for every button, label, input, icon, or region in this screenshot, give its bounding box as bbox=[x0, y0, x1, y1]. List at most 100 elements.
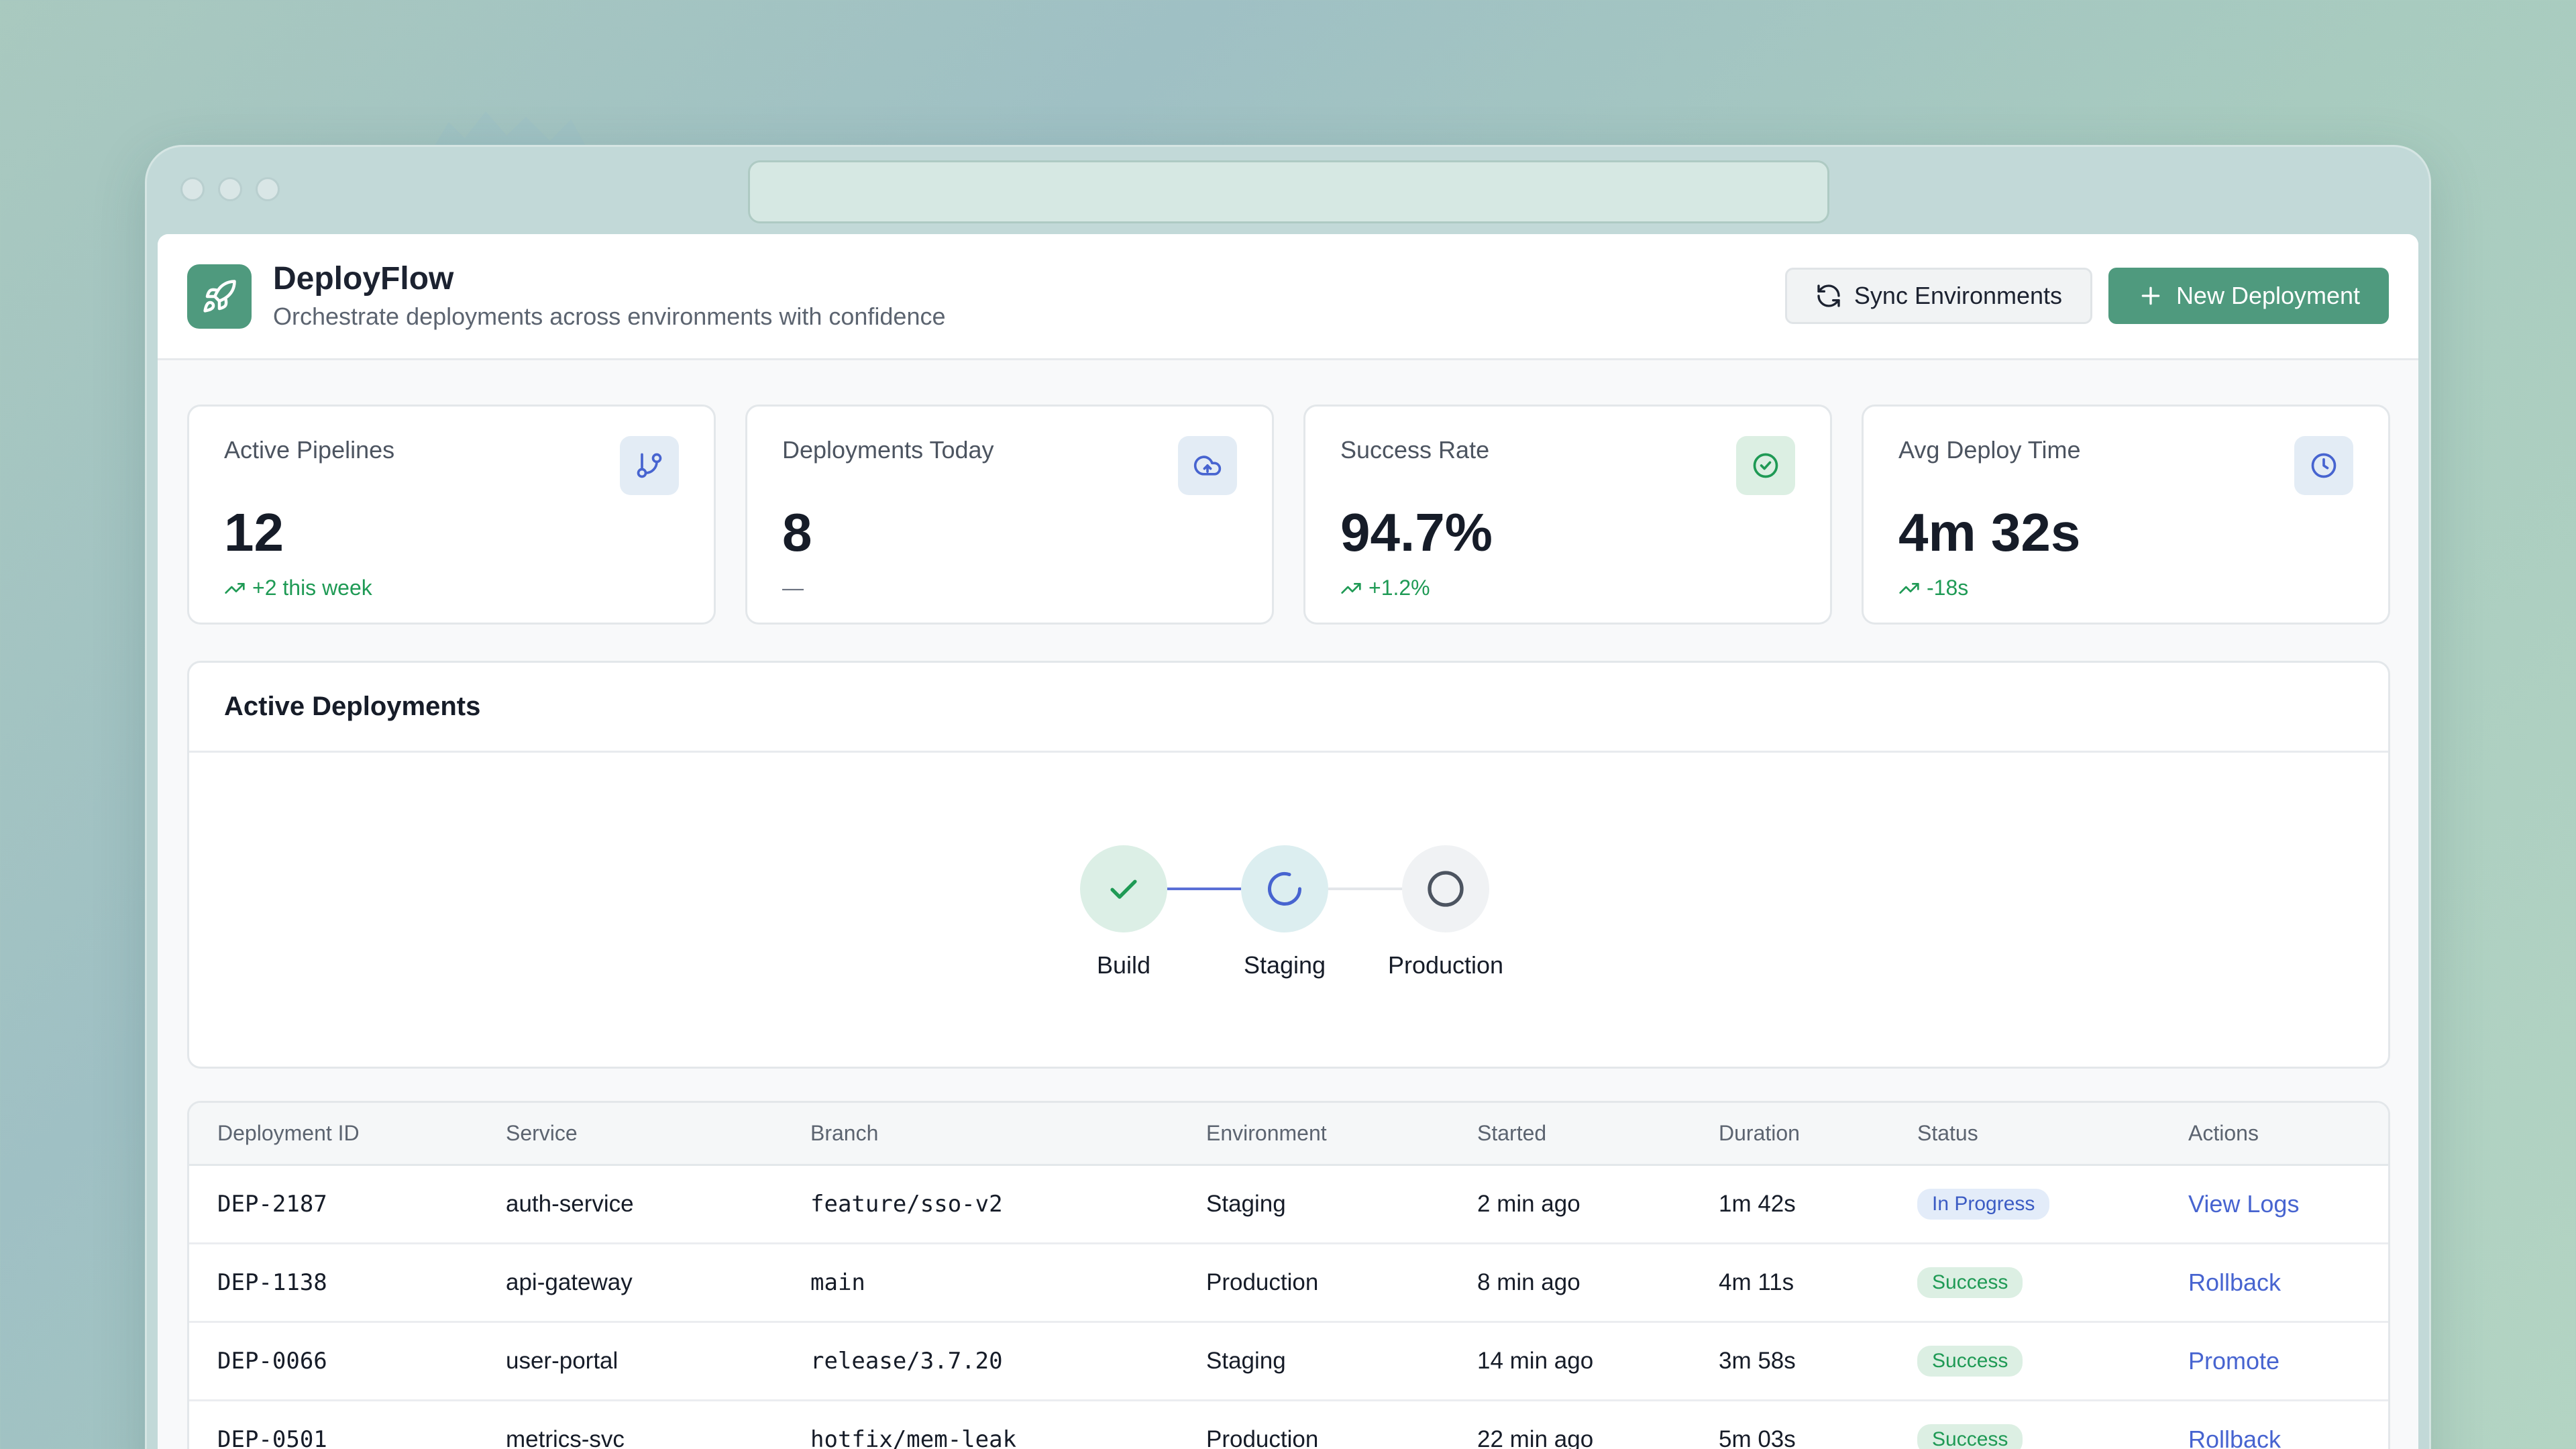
service-name: auth-service bbox=[506, 1191, 634, 1217]
table-row[interactable]: DEP-0501 metrics-svc hotfix/mem-leak Pro… bbox=[189, 1401, 2388, 1449]
branch-name: main bbox=[810, 1269, 865, 1296]
col-actions[interactable]: Actions bbox=[2188, 1121, 2259, 1145]
connector-build-staging bbox=[1167, 888, 1241, 890]
stage-label: Build bbox=[1096, 951, 1151, 979]
environment: Production bbox=[1206, 1426, 1319, 1449]
active-deployments-panel: Active Deployments Build Staging bbox=[187, 661, 2390, 1069]
brand: DeployFlow Orchestrate deployments acros… bbox=[273, 261, 946, 331]
address-bar[interactable] bbox=[748, 160, 1829, 223]
stat-card-active-pipelines: Active Pipelines 12 +2 this week bbox=[187, 405, 716, 625]
deployment-id: DEP-0501 bbox=[217, 1426, 327, 1449]
stat-label: Deployments Today bbox=[782, 436, 994, 464]
git-branch-icon bbox=[620, 436, 679, 495]
deployment-id: DEP-2187 bbox=[217, 1191, 327, 1218]
promote-link[interactable]: Promote bbox=[2188, 1347, 2280, 1375]
loading-spinner-icon bbox=[1241, 845, 1328, 932]
rollback-link[interactable]: Rollback bbox=[2188, 1269, 2282, 1296]
view-logs-link[interactable]: View Logs bbox=[2188, 1190, 2300, 1218]
stats-row: Active Pipelines 12 +2 this week Deploym… bbox=[187, 405, 2390, 625]
circle-icon bbox=[1402, 845, 1489, 932]
header-actions: Sync Environments New Deployment bbox=[1785, 268, 2389, 324]
service-name: metrics-svc bbox=[506, 1426, 625, 1449]
trending-up-icon bbox=[225, 582, 245, 594]
stage-build[interactable]: Build bbox=[1080, 845, 1167, 979]
status-badge: Success bbox=[1917, 1424, 2023, 1449]
plus-icon bbox=[2141, 286, 2160, 305]
stage-label: Staging bbox=[1243, 951, 1326, 979]
stat-value: 94.7% bbox=[1340, 502, 1493, 562]
table-row[interactable]: DEP-1138 api-gateway main Production 8 m… bbox=[189, 1244, 2388, 1323]
stat-value: 4m 32s bbox=[1898, 502, 2081, 562]
refresh-icon bbox=[1817, 284, 1840, 307]
check-icon bbox=[1080, 845, 1167, 932]
stat-card-avg-deploy-time: Avg Deploy Time 4m 32s -18s bbox=[1862, 405, 2390, 625]
duration: 5m 03s bbox=[1719, 1426, 1796, 1449]
new-deployment-label: New Deployment bbox=[2176, 282, 2361, 309]
clock-icon bbox=[2294, 436, 2353, 495]
stage-production[interactable]: Production bbox=[1388, 845, 1503, 979]
stat-label: Active Pipelines bbox=[224, 436, 395, 464]
started-time: 8 min ago bbox=[1477, 1269, 1580, 1295]
sync-environments-button[interactable]: Sync Environments bbox=[1785, 268, 2092, 324]
new-deployment-button[interactable]: New Deployment bbox=[2108, 268, 2389, 324]
connector-staging-production bbox=[1328, 888, 1402, 890]
table-row[interactable]: DEP-2187 auth-service feature/sso-v2 Sta… bbox=[189, 1166, 2388, 1244]
stage-staging[interactable]: Staging bbox=[1241, 845, 1328, 979]
stat-delta: — bbox=[782, 576, 1237, 600]
stat-delta: +2 this week bbox=[224, 576, 679, 600]
col-service[interactable]: Service bbox=[506, 1121, 578, 1145]
app-container: DeployFlow Orchestrate deployments acros… bbox=[158, 234, 2418, 1449]
sync-label: Sync Environments bbox=[1854, 282, 2063, 309]
col-duration[interactable]: Duration bbox=[1719, 1121, 1800, 1145]
stat-delta-text: — bbox=[782, 576, 804, 600]
col-deployment-id[interactable]: Deployment ID bbox=[217, 1121, 360, 1145]
service-name: api-gateway bbox=[506, 1269, 633, 1295]
stage-label: Production bbox=[1387, 951, 1504, 979]
stat-delta-text: +1.2% bbox=[1368, 576, 1430, 600]
status-badge: Success bbox=[1917, 1346, 2023, 1377]
app-title: DeployFlow bbox=[273, 261, 454, 297]
col-started[interactable]: Started bbox=[1477, 1121, 1547, 1145]
trending-up-icon bbox=[1341, 582, 1361, 594]
deployment-id: DEP-1138 bbox=[217, 1269, 327, 1296]
branch-name: release/3.7.20 bbox=[810, 1348, 1003, 1375]
check-circle-icon bbox=[1736, 436, 1795, 495]
deployment-id: DEP-0066 bbox=[217, 1348, 327, 1375]
app-header: DeployFlow Orchestrate deployments acros… bbox=[158, 234, 2418, 360]
window-controls bbox=[180, 177, 280, 201]
table-row[interactable]: DEP-0066 user-portal release/3.7.20 Stag… bbox=[189, 1323, 2388, 1401]
pipeline-stepper: Build Staging Production bbox=[189, 753, 2388, 1068]
panel-title: Active Deployments bbox=[189, 663, 2388, 753]
status-badge: Success bbox=[1917, 1267, 2023, 1298]
close-window-button[interactable] bbox=[180, 177, 205, 201]
maximize-window-button[interactable] bbox=[256, 177, 280, 201]
stat-value: 12 bbox=[224, 502, 284, 562]
stat-label: Avg Deploy Time bbox=[1898, 436, 2081, 464]
stat-delta-text: +2 this week bbox=[252, 576, 372, 600]
rollback-link[interactable]: Rollback bbox=[2188, 1426, 2282, 1449]
col-branch[interactable]: Branch bbox=[810, 1121, 879, 1145]
environment: Staging bbox=[1206, 1348, 1286, 1374]
stat-delta-text: -18s bbox=[1927, 576, 1969, 600]
stat-card-success-rate: Success Rate 94.7% +1.2% bbox=[1303, 405, 1832, 625]
service-name: user-portal bbox=[506, 1348, 619, 1374]
stat-value: 8 bbox=[782, 502, 812, 562]
stat-card-deployments-today: Deployments Today 8 — bbox=[745, 405, 1274, 625]
rocket-icon bbox=[187, 264, 252, 329]
col-environment[interactable]: Environment bbox=[1206, 1121, 1327, 1145]
table-header: Deployment ID Service Branch Environment… bbox=[189, 1103, 2388, 1166]
col-status[interactable]: Status bbox=[1917, 1121, 1978, 1145]
deployments-table: Deployment ID Service Branch Environment… bbox=[187, 1101, 2390, 1449]
app-subtitle: Orchestrate deployments across environme… bbox=[273, 302, 946, 330]
environment: Staging bbox=[1206, 1191, 1286, 1217]
status-badge: In Progress bbox=[1917, 1189, 2050, 1220]
started-time: 2 min ago bbox=[1477, 1191, 1580, 1217]
stat-label: Success Rate bbox=[1340, 436, 1490, 464]
environment: Production bbox=[1206, 1269, 1319, 1295]
stat-delta: -18s bbox=[1898, 576, 2353, 600]
minimize-window-button[interactable] bbox=[218, 177, 242, 201]
branch-name: feature/sso-v2 bbox=[810, 1191, 1003, 1218]
duration: 3m 58s bbox=[1719, 1348, 1796, 1374]
stat-delta: +1.2% bbox=[1340, 576, 1795, 600]
started-time: 14 min ago bbox=[1477, 1348, 1594, 1374]
